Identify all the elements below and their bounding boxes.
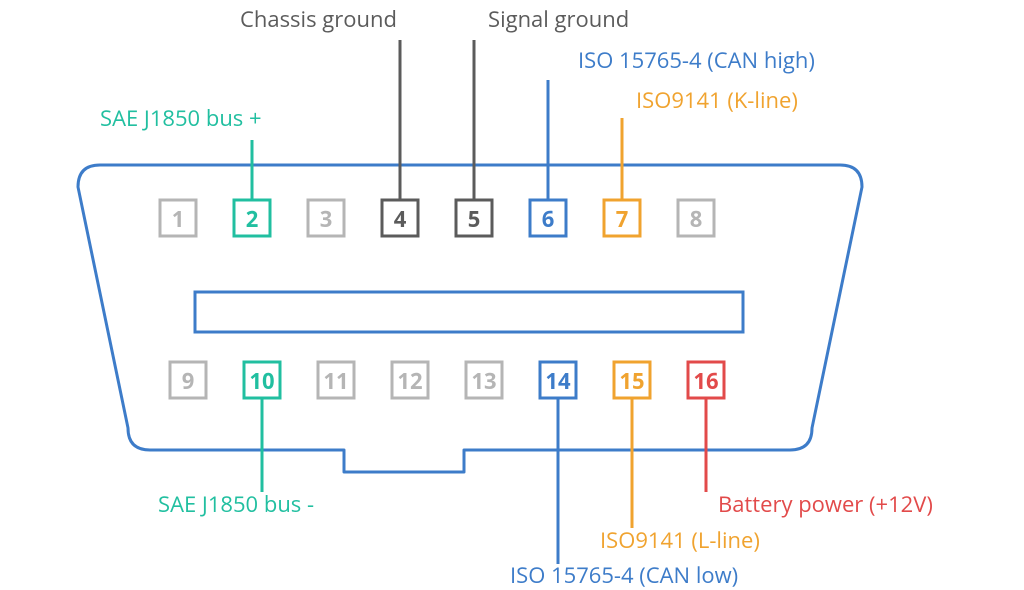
pin-6-number: 6 [542, 204, 555, 234]
pin-7-number: 7 [616, 204, 629, 234]
pin-12: 12 [392, 362, 428, 398]
pin-2: 2 SAE J1850 bus + [100, 103, 270, 236]
pin-7-label: ISO9141 (K-line) [636, 85, 798, 115]
pin-10-number: 10 [249, 366, 274, 396]
center-slot [195, 292, 743, 332]
pin-8-number: 8 [690, 204, 703, 234]
pin-6: 6 ISO 15765-4 (CAN high) [530, 45, 815, 236]
pin-2-label: SAE J1850 bus + [100, 103, 262, 133]
pin-5-label: Signal ground [488, 4, 629, 34]
pin-5-number: 5 [468, 204, 481, 234]
pin-13-number: 13 [471, 366, 496, 396]
pin-4-label: Chassis ground [240, 4, 397, 34]
pin-3-number: 3 [320, 204, 333, 234]
pin-13: 13 [466, 362, 502, 398]
pin-1-number: 1 [172, 204, 185, 234]
pin-15: 15 ISO9141 (L-line) [600, 362, 760, 555]
pin-15-number: 15 [619, 366, 644, 396]
pin-3: 3 [308, 200, 344, 236]
pin-15-label: ISO9141 (L-line) [600, 525, 760, 555]
pin-14-number: 14 [545, 366, 571, 396]
pin-14-label: ISO 15765-4 (CAN low) [510, 560, 738, 590]
pin-8: 8 [678, 200, 714, 236]
obd2-connector-diagram: 12SAE J1850 bus +34Chassis ground5Signal… [0, 0, 1024, 590]
pin-6-label: ISO 15765-4 (CAN high) [578, 45, 815, 75]
pin-9: 9 [170, 362, 206, 398]
pin-1: 1 [160, 200, 196, 236]
pin-12-number: 12 [397, 366, 422, 396]
pin-10-label: SAE J1850 bus - [158, 489, 314, 519]
pin-11-number: 11 [323, 366, 348, 396]
pin-2-number: 2 [246, 204, 259, 234]
pin-16-number: 16 [693, 366, 718, 396]
pin-9-number: 9 [182, 366, 195, 396]
pin-4-number: 4 [394, 204, 407, 234]
pin-14: 14 ISO 15765-4 (CAN low) [510, 362, 738, 590]
pin-16-label: Battery power (+12V) [718, 489, 933, 519]
pin-11: 11 [318, 362, 354, 398]
